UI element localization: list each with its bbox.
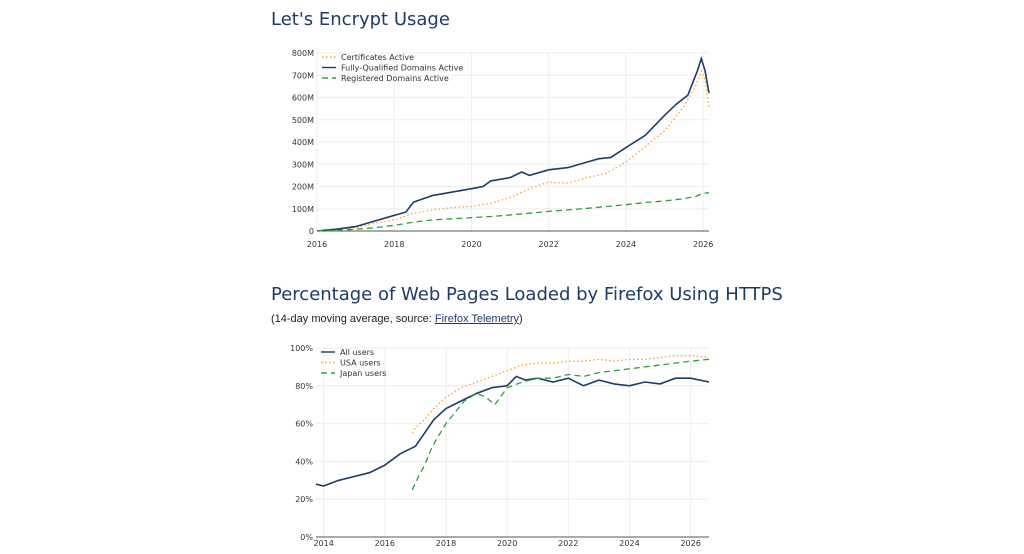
legend-entry: All users [340,348,374,357]
series-line-all-users [315,375,710,487]
ff-chart-subtitle: (14-day moving average, source: Firefox … [271,313,523,325]
x-tick-label: 2018 [436,539,456,548]
legend-entry: Fully-Qualified Domains Active [341,64,463,73]
x-tick-label: 2020 [497,539,517,548]
x-tick-label: 2022 [539,240,559,249]
x-tick-label: 2026 [680,539,700,548]
subtitle-prefix: (14-day moving average, source: [271,313,435,325]
x-tick-label: 2014 [313,539,333,548]
y-tick-label: 60% [295,420,313,429]
y-tick-label: 800M [292,49,314,58]
subtitle-suffix: ) [519,313,523,325]
legend-entry: Japan users [339,369,386,378]
y-tick-label: 20% [295,495,313,504]
series-line-fully-qualified-domains-active [316,55,710,232]
x-tick-label: 2016 [375,539,395,548]
y-tick-label: 400M [292,138,314,147]
x-tick-label: 2020 [461,240,481,249]
firefox-telemetry-link[interactable]: Firefox Telemetry [434,313,520,325]
y-tick-label: 600M [292,94,314,103]
le-usage-chart: 0 100M 200M 300M 400M 500M 600M 700M 800M 2016 201… [292,49,714,249]
y-tick-label: 300M [292,160,314,169]
x-tick-label: 2022 [558,539,578,548]
series-line-usa-users [411,354,710,434]
legend-entry: USA users [340,359,381,368]
ff-chart-title: Percentage of Web Pages Loaded by Firefo… [271,284,783,305]
le-chart-title: Let's Encrypt Usage [271,9,450,30]
x-tick-label: 2024 [616,240,636,249]
series-line-japan-users [411,358,710,491]
y-tick-label: 200M [292,183,314,192]
y-tick-label: 0% [300,533,313,542]
chart-2-plot: 0% 20% 40% 60% 80% 100% 2014 2016 2018 2020 2022 20… [290,344,710,548]
chart-1-plot: 0 100M 200M 300M 400M 500M 600M 700M 800M 2016 201… [292,49,714,249]
legend-entry: Registered Domains Active [341,74,449,83]
series-line-registered-domains-active [316,192,710,232]
y-tick-label: 100M [292,205,314,214]
y-tick-label: 80% [295,382,313,391]
y-tick-label: 700M [292,71,314,80]
x-tick-label: 2024 [619,539,639,548]
y-tick-label: 100% [290,344,313,353]
x-tick-label: 2016 [307,240,327,249]
legend-entry: Certificates Active [341,53,414,62]
y-tick-label: 40% [295,457,313,466]
y-tick-label: 500M [292,116,314,125]
x-tick-label: 2026 [693,240,713,249]
x-tick-label: 2018 [384,240,404,249]
y-tick-label: 0 [309,227,314,236]
series-line-certificates-active [316,69,710,232]
